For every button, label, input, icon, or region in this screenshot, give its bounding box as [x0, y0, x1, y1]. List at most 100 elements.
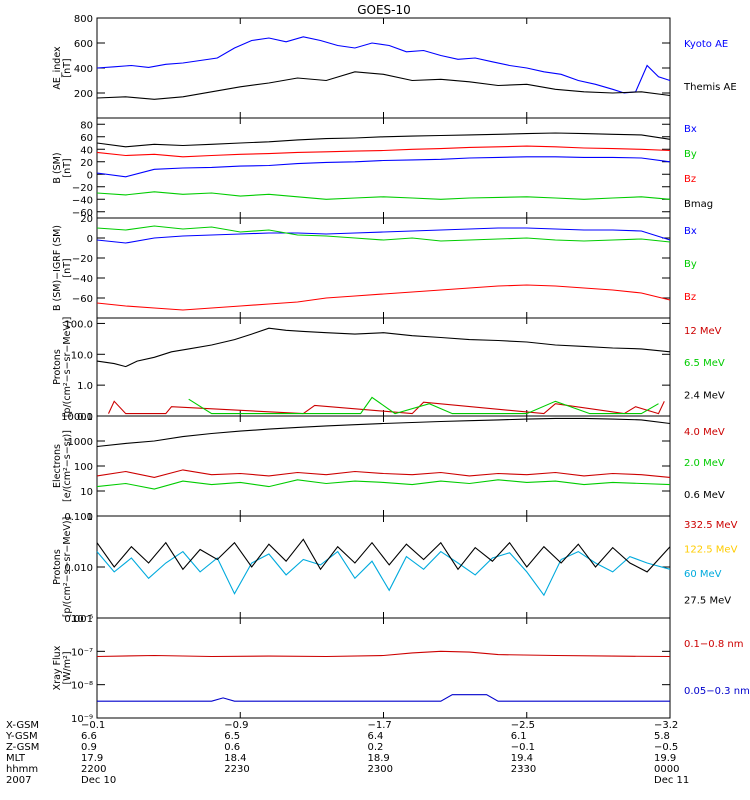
ephemeris-value: 18.4 — [224, 753, 246, 764]
bdiff-ytick-label: 20 — [80, 214, 93, 225]
bgsm-legend-entry: Bmag — [684, 199, 713, 210]
protons_low-ylabel: Protons — [52, 349, 63, 385]
ephemeris-label: hhmm — [6, 764, 38, 775]
bgsm-legend-entry: Bz — [684, 174, 696, 185]
ae-ylabel: [nT] — [62, 58, 73, 77]
ae-ytick-label: 200 — [74, 89, 93, 100]
xray-series-line — [97, 694, 670, 702]
protons_low-series-line — [188, 396, 659, 415]
ephemeris-value: Dec 11 — [654, 775, 689, 786]
electrons-ylabel: Electrons — [52, 444, 63, 488]
bdiff-legend-entry: By — [684, 259, 697, 270]
electrons-ytick-label: 100 — [74, 462, 93, 473]
ephemeris-value: 19.4 — [511, 753, 533, 764]
ae-frame — [96, 17, 671, 119]
bgsm-ytick-label: −40 — [72, 195, 93, 206]
protons_low-ytick-label: 10.0 — [71, 350, 93, 361]
protons_high-legend-entry: 332.5 MeV — [684, 520, 738, 531]
bdiff-legend-entry: Bx — [684, 226, 697, 237]
bdiff-ylabel: [nT] — [62, 258, 73, 277]
protons_low-ytick-label: 100.0 — [64, 319, 93, 330]
ephemeris-value: 0.2 — [368, 742, 384, 753]
bdiff-series-line — [96, 284, 671, 311]
bgsm-ytick-label: −20 — [72, 183, 93, 194]
electrons-legend-entry: 4.0 MeV — [684, 427, 725, 438]
xray-ylabel: Xray Flux — [52, 645, 63, 690]
bdiff-frame — [96, 217, 671, 319]
bgsm-ytick-label: 80 — [80, 120, 93, 131]
xray-series-line — [96, 650, 671, 658]
ephemeris-value: 6.6 — [81, 731, 97, 742]
electrons-series-line — [96, 479, 671, 490]
ephemeris-value: 2330 — [511, 764, 536, 775]
electrons-series-line — [96, 469, 671, 478]
ephemeris-value: −3.2 — [654, 720, 678, 731]
protons_low-legend-entry: 6.5 MeV — [684, 358, 725, 369]
ae-ytick-label: 600 — [74, 39, 93, 50]
xray-legend-entry: 0.05−0.3 nm — [684, 686, 750, 697]
protons_low-ytick-label: 1.0 — [77, 381, 93, 392]
ae-legend-entry: Kyoto AE — [684, 39, 728, 50]
bdiff-ytick-label: −40 — [72, 274, 93, 285]
ephemeris-value: 19.9 — [654, 753, 676, 764]
bgsm-ytick-label: −60 — [72, 208, 93, 219]
xray-ytick-label: 10⁻⁶ — [71, 614, 93, 625]
electrons-ytick-label: 1000 — [68, 437, 93, 448]
ephemeris-value: −0.1 — [511, 742, 535, 753]
ephemeris-value: 0000 — [654, 764, 679, 775]
bgsm-ylabel: B (SM) — [52, 152, 63, 183]
protons_high-ylabel: [p/(cm²−s−sr−MeV)] — [62, 517, 73, 618]
protons_low-ytick-label: 0.1 — [77, 412, 93, 423]
bdiff-ytick-label: −60 — [72, 294, 93, 305]
xray-ytick-label: 10⁻⁹ — [71, 714, 93, 725]
protons_high-series-line — [96, 550, 671, 597]
protons_high-ytick-label: 0.001 — [64, 614, 93, 625]
ephemeris-value: −0.1 — [81, 720, 105, 731]
ephemeris-value: 2300 — [368, 764, 393, 775]
protons_low-legend-entry: 2.4 MeV — [684, 390, 725, 401]
electrons-ytick-label: 10000 — [61, 412, 93, 423]
ephemeris-value: 6.5 — [224, 731, 240, 742]
bgsm-ytick-label: 60 — [80, 133, 93, 144]
ephemeris-value: 0.6 — [224, 742, 240, 753]
ephemeris-label: 2007 — [6, 775, 31, 786]
bdiff-ytick-label: −20 — [72, 254, 93, 265]
bgsm-ytick-label: 20 — [80, 158, 93, 169]
ephemeris-value: 18.9 — [368, 753, 390, 764]
ephemeris-value: 6.4 — [368, 731, 384, 742]
bdiff-series-line — [96, 227, 671, 244]
bgsm-ytick-label: 40 — [80, 145, 93, 156]
ephemeris-value: 2200 — [81, 764, 106, 775]
protons_high-legend-entry: 27.5 MeV — [684, 596, 731, 607]
chart-title: GOES-10 — [357, 3, 411, 17]
protons_low-legend-entry: 12 MeV — [684, 326, 722, 337]
electrons-ylabel: [e/(cm²−s−sr)] — [62, 430, 73, 502]
protons_low-series-line — [108, 400, 665, 415]
ae-ytick-label: 400 — [74, 64, 93, 75]
bdiff-legend-entry: Bz — [684, 292, 696, 303]
bgsm-legend-entry: By — [684, 149, 697, 160]
ephemeris-label: Z-GSM — [6, 742, 39, 753]
xray-ylabel: [W/m²] — [62, 651, 73, 684]
bdiff-series-line — [96, 225, 671, 243]
ephemeris-value: −1.7 — [368, 720, 392, 731]
ephemeris-value: 2230 — [224, 764, 249, 775]
bgsm-series-line — [96, 145, 671, 158]
protons_high-ylabel: Protons — [52, 549, 63, 585]
bgsm-series-line — [96, 132, 671, 148]
protons_high-legend-entry: 122.5 MeV — [684, 545, 738, 556]
xray-legend-entry: 0.1−0.8 nm — [684, 639, 743, 650]
ae-series-line — [96, 71, 671, 100]
ephemeris-value: 6.1 — [511, 731, 527, 742]
electrons-series-line — [96, 417, 671, 448]
protons_low-ylabel: [p/(cm²−s−sr−MeV)] — [62, 317, 73, 418]
ae-ylabel: AE_index — [52, 46, 63, 90]
ephemeris-value: −0.5 — [654, 742, 678, 753]
electrons-ytick-label: 1 — [87, 512, 93, 523]
protons_high-legend-entry: 60 MeV — [684, 569, 722, 580]
bgsm-series-line — [96, 191, 671, 200]
protons_high-frame — [96, 515, 671, 619]
ephemeris-value: 5.8 — [654, 731, 670, 742]
ephemeris-value: 0.9 — [81, 742, 97, 753]
